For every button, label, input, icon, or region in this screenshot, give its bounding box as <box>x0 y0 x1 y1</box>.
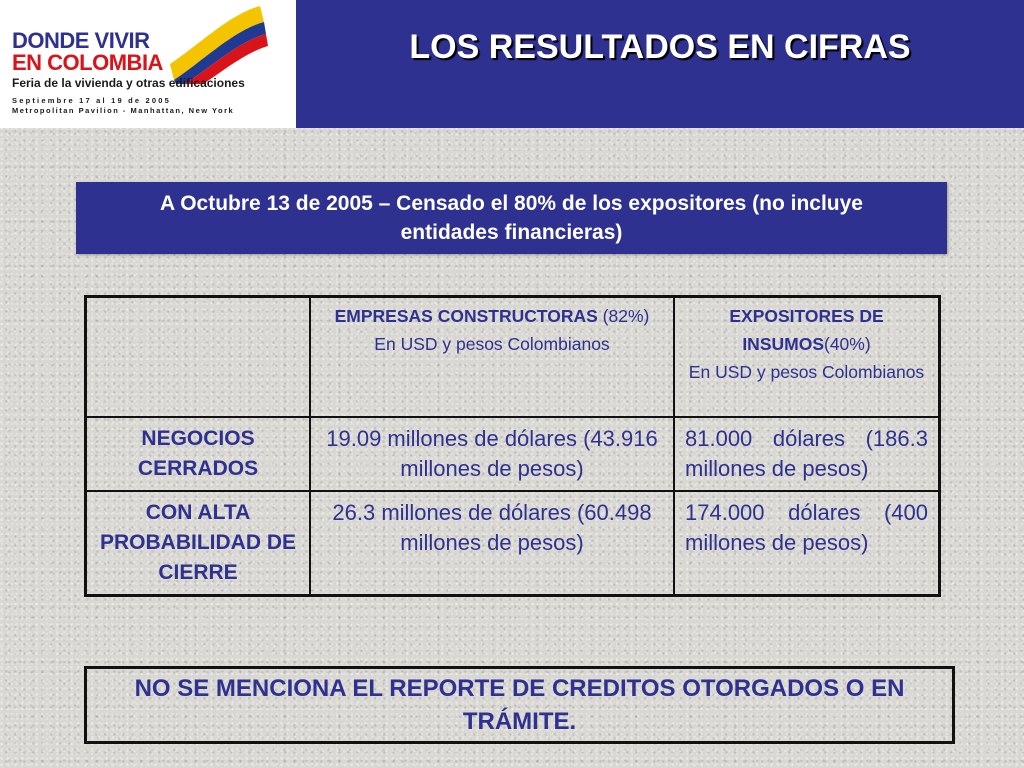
row-header-negocios-cerrados: NEGOCIOS CERRADOS <box>84 416 311 492</box>
logo-venue: Metropolitan Pavilion - Manhattan, New Y… <box>12 106 235 115</box>
column-header-subtitle: En USD y pesos Colombianos <box>688 362 925 382</box>
slide-title: LOS RESULTADOS EN CIFRAS <box>409 28 911 66</box>
cell-value: 174.000 dólares (400 millones de pesos) <box>673 490 941 597</box>
column-header-title: EMPRESAS CONSTRUCTORAS <box>334 306 598 326</box>
logo-dates: Septiembre 17 al 19 de 2005 <box>12 96 172 105</box>
cell-value: 81.000 dólares (186.3 millones de pesos) <box>673 416 941 492</box>
logo-line-1: DONDE VIVIR <box>12 28 150 53</box>
logo-line-2: EN COLOMBIA <box>12 50 163 75</box>
column-header-percent: (82%) <box>597 306 650 326</box>
results-table: EMPRESAS CONSTRUCTORAS (82%) En USD y pe… <box>84 295 941 597</box>
column-header-percent: (40%) <box>824 334 871 354</box>
column-header-constructoras: EMPRESAS CONSTRUCTORAS (82%) En USD y pe… <box>309 295 675 418</box>
event-logo: DONDE VIVIR EN COLOMBIA Feria de la vivi… <box>0 0 296 128</box>
logo-tagline: Feria de la vivienda y otras edificacion… <box>12 76 245 90</box>
credits-note: NO SE MENCIONA EL REPORTE DE CREDITOS OT… <box>84 666 955 744</box>
colombia-flag-icon <box>170 6 268 84</box>
column-header-title: EXPOSITORES DE INSUMOS <box>729 306 884 354</box>
table-header-row: EMPRESAS CONSTRUCTORAS (82%) En USD y pe… <box>84 295 941 418</box>
cell-value: 19.09 millones de dólares (43.916 millon… <box>309 416 675 492</box>
census-banner: A Octubre 13 de 2005 – Censado el 80% de… <box>76 182 947 254</box>
table-row: CON ALTA PROBABILIDAD DE CIERRE 26.3 mil… <box>84 490 941 597</box>
column-header-subtitle: En USD y pesos Colombianos <box>374 334 610 354</box>
table-row: NEGOCIOS CERRADOS 19.09 millones de dóla… <box>84 416 941 492</box>
cell-value: 26.3 millones de dólares (60.498 millone… <box>309 490 675 597</box>
table-corner-cell <box>84 295 311 418</box>
header-bar: DONDE VIVIR EN COLOMBIA Feria de la vivi… <box>0 0 1024 128</box>
row-header-alta-probabilidad: CON ALTA PROBABILIDAD DE CIERRE <box>84 490 311 597</box>
column-header-insumos: EXPOSITORES DE INSUMOS(40%) En USD y pes… <box>673 295 941 418</box>
